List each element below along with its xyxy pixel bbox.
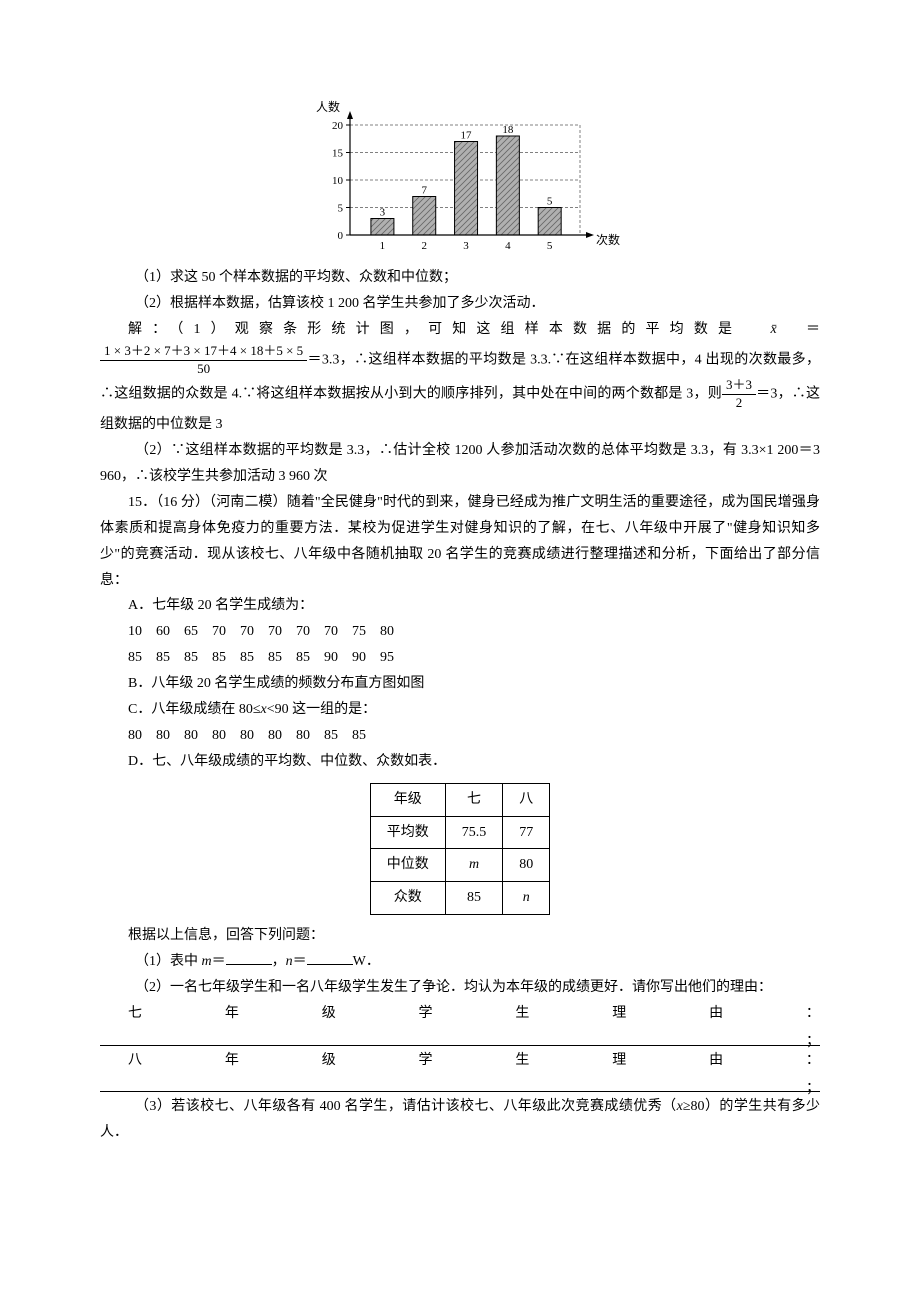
q15-stem: 15．（16 分）（河南二模）随着"全民健身"时代的到来，健身已经成为推广文明生…	[100, 490, 820, 594]
reason-7-label: 七年级学生理由：	[100, 1001, 820, 1027]
x-axis-label: 次数	[596, 229, 620, 251]
svg-text:18: 18	[502, 124, 514, 136]
q15-sub2: （2）一名七年级学生和一名八年级学生发生了争论．均认为本年级的成绩更好．请你写出…	[100, 975, 820, 1001]
svg-text:10: 10	[332, 175, 344, 187]
sol-prefix: 解：（1）观察条形统计图，可知这组样本数据的平均数是	[128, 322, 742, 337]
table-row: 众数 85 n	[370, 882, 550, 915]
reason-8-blank	[100, 1076, 820, 1093]
q14-part2-sol: （2）∵这组样本数据的平均数是 3.3，∴估计全校 1200 人参加活动次数的总…	[100, 438, 820, 490]
q15-sub1: （1）表中 m＝，n＝W．	[100, 949, 820, 975]
svg-text:4: 4	[505, 240, 511, 252]
bar-chart-figure: 人数 次数 05101520317217318455	[100, 110, 820, 255]
svg-text:20: 20	[332, 120, 344, 132]
q15-C-row: 80 80 80 80 80 80 80 85 85	[100, 723, 820, 749]
q14-solution: 解：（1）观察条形统计图，可知这组样本数据的平均数是 x̄ ＝ 1 × 3＋2 …	[100, 317, 820, 490]
svg-text:0: 0	[338, 230, 344, 242]
blank-n	[307, 952, 353, 965]
svg-text:2: 2	[421, 240, 427, 252]
q14-part2-stem: （2）根据样本数据，估算该校 1 200 名学生共参加了多少次活动．	[100, 291, 820, 317]
q15-A-row1: 10 60 65 70 70 70 70 70 75 80	[100, 619, 820, 645]
q15-D-label: D．七、八年级成绩的平均数、中位数、众数如表．	[100, 749, 820, 775]
svg-text:5: 5	[547, 240, 553, 252]
svg-text:3: 3	[380, 207, 386, 219]
q15-sub3: （3）若该校七、八年级各有 400 名学生，请估计该校七、八年级此次竞赛成绩优秀…	[100, 1094, 820, 1146]
xbar: x̄	[756, 322, 793, 337]
svg-text:5: 5	[338, 203, 344, 215]
table-row: 平均数 75.5 77	[370, 816, 550, 849]
q14-part1: （1）求这 50 个样本数据的平均数、众数和中位数；	[100, 265, 820, 291]
q15-after-table: 根据以上信息，回答下列问题：	[100, 923, 820, 949]
bar-chart-svg: 05101520317217318455	[320, 110, 600, 255]
svg-text:15: 15	[332, 148, 344, 160]
table-row: 年级 七 八	[370, 783, 550, 816]
reason-8-label: 八年级学生理由：	[100, 1048, 820, 1074]
svg-text:5: 5	[547, 196, 553, 208]
main-fraction: 1 × 3＋2 × 7＋3 × 17＋4 × 18＋5 × 5 50	[100, 343, 307, 378]
svg-text:7: 7	[421, 185, 427, 197]
table-row: 中位数 m 80	[370, 849, 550, 882]
q15-A-row2: 85 85 85 85 85 85 85 90 90 95	[100, 645, 820, 671]
svg-text:3: 3	[463, 240, 469, 252]
q15-A-label: A．七年级 20 名学生成绩为：	[100, 593, 820, 619]
svg-text:1: 1	[380, 240, 386, 252]
blank-m	[226, 952, 272, 965]
q15-B-label: B．八年级 20 名学生成绩的频数分布直方图如图	[100, 671, 820, 697]
small-fraction: 3＋3 2	[722, 377, 756, 412]
q15-C-label: C．八年级成绩在 80≤x<90 这一组的是：	[100, 697, 820, 723]
svg-text:17: 17	[461, 130, 473, 142]
y-axis-label: 人数	[316, 96, 340, 118]
stats-table: 年级 七 八 平均数 75.5 77 中位数 m 80 众数 85 n	[370, 783, 551, 916]
reason-7-blank	[100, 1029, 820, 1046]
